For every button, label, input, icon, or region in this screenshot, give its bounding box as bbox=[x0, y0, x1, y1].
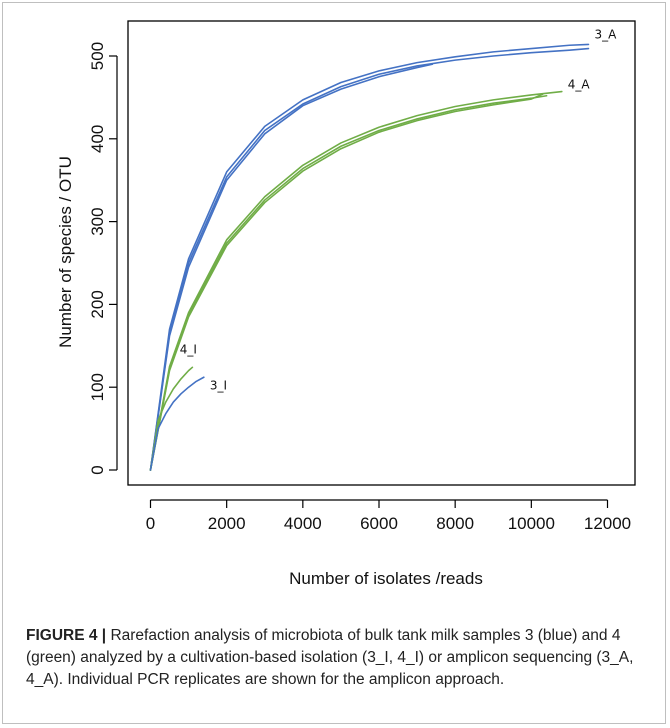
x-tick-label: 2000 bbox=[208, 514, 246, 533]
caption-text: Rarefaction analysis of microbiota of bu… bbox=[26, 627, 634, 688]
y-axis: 0 100 200 300 400 500 bbox=[88, 42, 118, 475]
x-tick-label: 10000 bbox=[508, 514, 555, 533]
x-tick-label: 8000 bbox=[436, 514, 474, 533]
curve-label-4_a: 4_A bbox=[568, 78, 591, 92]
x-tick-label: 0 bbox=[146, 514, 155, 533]
figure-caption: FIGURE 4 | Rarefaction analysis of micro… bbox=[26, 625, 646, 691]
y-axis-title: Number of species / OTU bbox=[56, 156, 75, 348]
series-line-3_a bbox=[149, 43, 590, 471]
curve-label-4_i: 4_I bbox=[180, 342, 197, 356]
y-tick-label: 200 bbox=[88, 290, 107, 318]
x-axis: 0 2000 4000 6000 8000 10000 12000 bbox=[146, 499, 631, 533]
y-tick-label: 500 bbox=[88, 42, 107, 70]
plot-area-border bbox=[127, 20, 636, 486]
y-tick-label: 100 bbox=[88, 373, 107, 401]
x-tick-label: 12000 bbox=[584, 514, 631, 533]
y-tick-label: 400 bbox=[88, 125, 107, 153]
figure-label: FIGURE 4 | bbox=[26, 627, 107, 644]
curve-label-3_i: 3_I bbox=[210, 378, 227, 392]
series-line-3_i bbox=[149, 376, 205, 471]
x-tick-label: 6000 bbox=[360, 514, 398, 533]
curve-label-layer: 3_A 4_A 4_I 3_I bbox=[180, 27, 617, 392]
x-axis-title: Number of isolates /reads bbox=[289, 569, 483, 588]
curve-label-3_a: 3_A bbox=[594, 27, 617, 41]
series-line-4_a bbox=[149, 90, 563, 471]
rarefaction-chart: 0 2000 4000 6000 8000 10000 12000 0 100 200 300 40… bbox=[56, 20, 636, 588]
series-line-replicate-2 bbox=[149, 63, 434, 471]
series-line-replicate-4 bbox=[149, 94, 548, 471]
series-line-4_i bbox=[149, 366, 194, 471]
y-tick-label: 0 bbox=[88, 465, 107, 474]
x-tick-label: 4000 bbox=[284, 514, 322, 533]
y-tick-label: 300 bbox=[88, 207, 107, 235]
series-layer bbox=[149, 43, 590, 471]
series-line-replicate-1 bbox=[149, 47, 590, 471]
series-line-replicate-5 bbox=[149, 93, 544, 471]
